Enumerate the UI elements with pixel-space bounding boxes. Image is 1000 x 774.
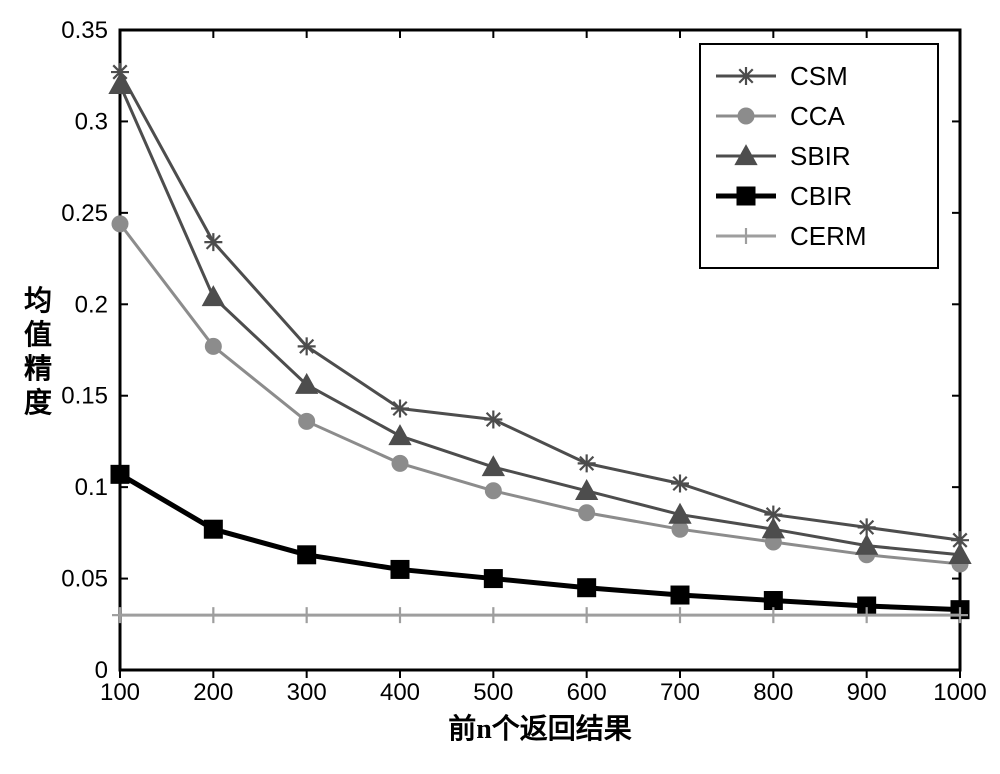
svg-text:500: 500	[473, 679, 513, 706]
svg-text:900: 900	[847, 679, 887, 706]
svg-text:0.35: 0.35	[61, 17, 108, 44]
svg-text:300: 300	[287, 679, 327, 706]
svg-text:度: 度	[24, 387, 52, 419]
svg-text:0.25: 0.25	[61, 200, 108, 227]
svg-text:400: 400	[380, 679, 420, 706]
svg-text:0: 0	[95, 657, 108, 684]
svg-text:0.2: 0.2	[75, 291, 108, 318]
svg-text:600: 600	[567, 679, 607, 706]
svg-text:精: 精	[24, 353, 52, 385]
x-axis-title: 前n个返回结果	[448, 712, 632, 745]
svg-text:200: 200	[193, 679, 233, 706]
y-axis-title: 均	[24, 285, 52, 317]
svg-text:值: 值	[24, 319, 52, 351]
svg-text:0.3: 0.3	[75, 108, 108, 135]
line-chart: 100200300400500600700800900100000.050.10…	[0, 0, 1000, 774]
legend-item-cbir: CBIR	[790, 181, 852, 211]
legend-item-cerm: CERM	[790, 221, 867, 251]
svg-text:800: 800	[753, 679, 793, 706]
legend-item-sbir: SBIR	[790, 141, 851, 171]
legend-item-csm: CSM	[790, 61, 848, 91]
svg-text:700: 700	[660, 679, 700, 706]
chart-container: 100200300400500600700800900100000.050.10…	[0, 0, 1000, 774]
legend-item-cca: CCA	[790, 101, 846, 131]
svg-text:0.15: 0.15	[61, 383, 108, 410]
legend: CSM CCA SBIR CBIR CERM	[700, 44, 938, 268]
svg-text:0.1: 0.1	[75, 474, 108, 501]
svg-text:0.05: 0.05	[61, 566, 108, 593]
svg-text:1000: 1000	[933, 679, 986, 706]
